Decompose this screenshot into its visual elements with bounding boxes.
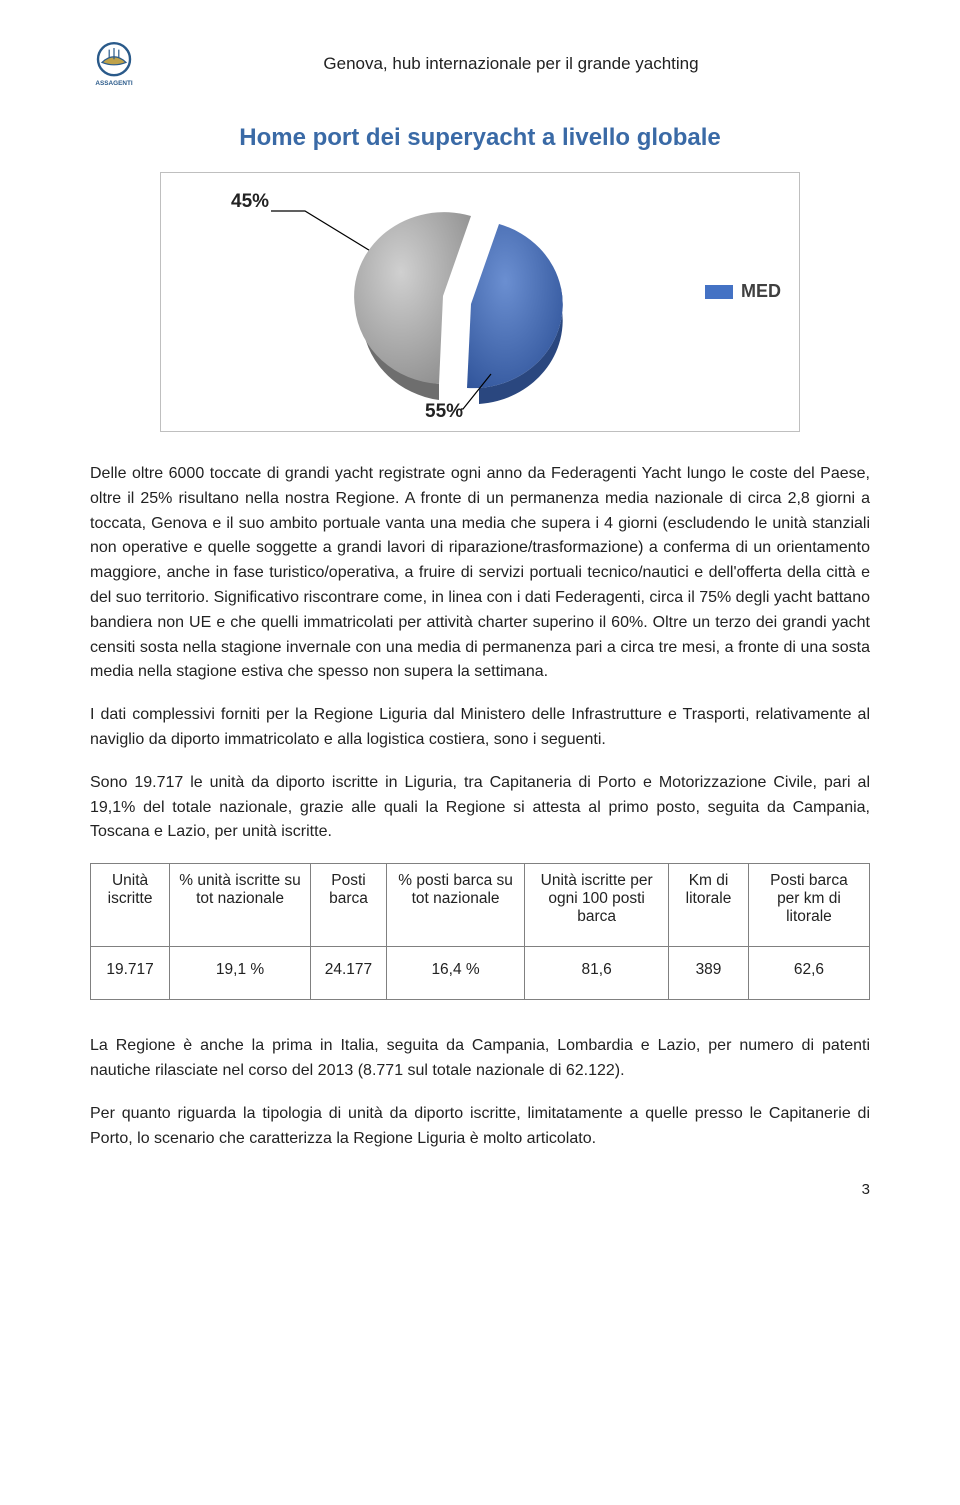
cell-1: 19,1 % — [170, 947, 311, 1000]
page-number: 3 — [90, 1181, 870, 1198]
paragraph-1: Delle oltre 6000 toccate di grandi yacht… — [90, 462, 870, 685]
pie-label-55: 55% — [425, 401, 463, 423]
table-row: 19.717 19,1 % 24.177 16,4 % 81,6 389 62,… — [91, 947, 870, 1000]
col-2: Posti barca — [310, 864, 386, 947]
col-4: Unità iscritte per ogni 100 posti barca — [525, 864, 669, 947]
cell-0: 19.717 — [91, 947, 170, 1000]
col-0: Unità iscritte — [91, 864, 170, 947]
col-1: % unità iscritte su tot nazionale — [170, 864, 311, 947]
pie-chart: 45% — [160, 172, 800, 432]
cell-6: 62,6 — [748, 947, 869, 1000]
assagenti-logo-icon: ASSAGENTI — [90, 40, 138, 88]
svg-text:ASSAGENTI: ASSAGENTI — [95, 80, 133, 87]
pie-label-45: 45% — [231, 191, 269, 213]
pie-svg — [351, 198, 571, 408]
cell-2: 24.177 — [310, 947, 386, 1000]
legend-swatch — [705, 285, 733, 299]
col-3: % posti barca su tot nazionale — [387, 864, 525, 947]
document-header: ASSAGENTI Genova, hub internazionale per… — [90, 40, 870, 88]
paragraph-2: I dati complessivi forniti per la Region… — [90, 703, 870, 753]
col-5: Km di litorale — [669, 864, 749, 947]
table-header-row: Unità iscritte % unità iscritte su tot n… — [91, 864, 870, 947]
cell-3: 16,4 % — [387, 947, 525, 1000]
chart-legend: MED — [705, 281, 781, 302]
paragraph-5: Per quanto riguarda la tipologia di unit… — [90, 1102, 870, 1152]
legend-label: MED — [741, 281, 781, 302]
cell-5: 389 — [669, 947, 749, 1000]
paragraph-4: La Regione è anche la prima in Italia, s… — [90, 1034, 870, 1084]
data-table: Unità iscritte % unità iscritte su tot n… — [90, 863, 870, 1000]
cell-4: 81,6 — [525, 947, 669, 1000]
paragraph-3: Sono 19.717 le unità da diporto iscritte… — [90, 771, 870, 845]
header-title: Genova, hub internazionale per il grande… — [152, 54, 870, 74]
chart-title: Home port dei superyacht a livello globa… — [90, 124, 870, 152]
col-6: Posti barca per km di litorale — [748, 864, 869, 947]
